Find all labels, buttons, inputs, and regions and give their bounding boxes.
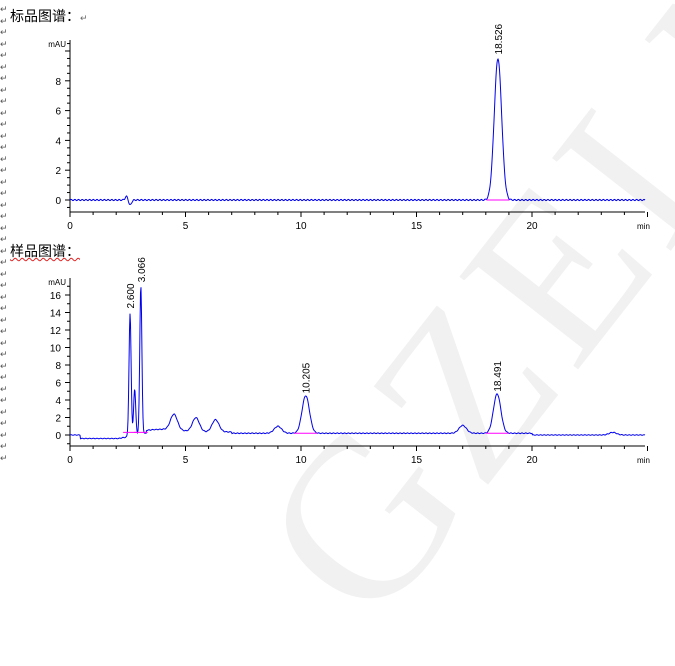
- return-mark: ↵: [0, 119, 8, 129]
- return-mark: ↵: [0, 245, 8, 256]
- return-mark: ↵: [0, 199, 8, 210]
- y-tick-label: 8: [55, 77, 61, 88]
- y-axis-unit: mAU: [48, 278, 66, 287]
- return-mark: ↵: [0, 280, 8, 290]
- peak-label: 10.205: [302, 362, 313, 393]
- return-mark: ↵: [0, 303, 8, 313]
- return-mark: ↵: [0, 211, 8, 221]
- peak-label: 2.600: [126, 283, 137, 308]
- x-tick-label: 10: [295, 455, 307, 466]
- y-tick-label: 8: [55, 361, 61, 372]
- return-mark: ↵: [0, 257, 8, 267]
- x-tick-label: 20: [526, 455, 538, 466]
- x-tick-label: 5: [183, 455, 189, 466]
- x-tick-label: 15: [411, 221, 423, 232]
- return-mark: ↵: [0, 84, 8, 95]
- return-mark: ↵: [0, 429, 8, 440]
- return-mark: ↵: [0, 314, 8, 325]
- sample-heading: 样品图谱：: [10, 241, 80, 261]
- x-tick-label: 10: [295, 221, 307, 232]
- return-mark: ↵: [0, 395, 8, 405]
- return-mark: ↵: [0, 234, 8, 244]
- y-tick-label: 6: [55, 107, 61, 118]
- return-mark: ↵: [0, 142, 8, 152]
- return-mark: ↵: [0, 61, 8, 72]
- return-mark: ↵: [0, 50, 8, 60]
- return-mark: ↵: [0, 268, 8, 279]
- return-mark: ↵: [0, 165, 8, 175]
- y-tick-label: 10: [50, 344, 62, 355]
- return-mark: ↵: [0, 406, 8, 417]
- y-tick-label: 0: [55, 431, 61, 442]
- x-tick-label: 15: [411, 455, 423, 466]
- return-mark: ↵: [0, 418, 8, 428]
- return-mark: ↵: [0, 38, 8, 49]
- return-mark: ↵: [0, 15, 8, 26]
- x-tick-label: 0: [67, 221, 73, 232]
- x-axis-unit: min: [637, 456, 650, 465]
- return-mark: ↵: [0, 130, 8, 141]
- return-mark: ↵: [0, 176, 8, 187]
- return-mark: ↵: [0, 337, 8, 348]
- return-mark: ↵: [0, 27, 8, 37]
- y-tick-label: 14: [50, 309, 62, 320]
- chromatogram-trace: [69, 57, 646, 206]
- return-mark: ↵: [0, 96, 8, 106]
- return-mark: ↵: [0, 222, 8, 233]
- y-tick-label: 0: [55, 196, 61, 207]
- chromatograms: 0 5 10 15 20 min 0 2 4 6 8 mAU 18.526 0 5 10 15 20 min 0 2 4 6…: [48, 23, 650, 466]
- peak-label: 18.491: [493, 361, 504, 392]
- y-tick-label: 6: [55, 379, 61, 390]
- return-mark: ↵: [0, 107, 8, 118]
- y-tick-label: 4: [55, 396, 61, 407]
- peak-label: 18.526: [494, 23, 505, 54]
- peak-label: 3.066: [137, 257, 148, 282]
- y-tick-label: 12: [50, 326, 62, 337]
- return-mark: ↵: [0, 73, 8, 83]
- sample-heading-text: 样品图谱：: [10, 243, 80, 259]
- return-mark: ↵: [0, 383, 8, 394]
- return-mark: ↵: [0, 4, 8, 14]
- paragraph-marks: ↵ ↵ ↵ ↵ ↵ ↵ ↵ ↵ ↵ ↵ ↵ ↵ ↵ ↵ ↵ ↵ ↵ ↵ ↵ ↵ ↵ ↵ ↵ ↵ ↵ ↵ ↵ ↵ ↵ ↵ ↵ ↵ ↵ ↵ ↵ ↵ ↵ ↵ ↵ ↵: [0, 4, 8, 464]
- y-tick-label: 2: [55, 166, 61, 177]
- chromatogram-trace: [69, 287, 646, 440]
- y-tick-label: 4: [55, 136, 61, 147]
- return-mark: ↵: [0, 326, 8, 336]
- y-axis-unit: mAU: [48, 40, 66, 49]
- return-mark: ↵: [0, 372, 8, 382]
- return-mark: ↵: [0, 452, 8, 463]
- return-mark: ↵: [0, 188, 8, 198]
- standard-heading: 标品图谱：↵: [10, 6, 88, 26]
- x-tick-label: 5: [183, 221, 189, 232]
- return-mark: ↵: [0, 349, 8, 359]
- return-mark: ↵: [0, 441, 8, 451]
- y-tick-label: 2: [55, 414, 61, 425]
- x-tick-label: 0: [67, 455, 73, 466]
- standard-heading-text: 标品图谱：: [10, 8, 80, 24]
- return-mark: ↵: [0, 153, 8, 164]
- x-tick-label: 20: [526, 221, 538, 232]
- return-mark: ↵: [0, 360, 8, 371]
- x-axis-unit: min: [637, 222, 650, 231]
- return-mark: ↵: [0, 291, 8, 302]
- return-mark: ↵: [80, 13, 88, 23]
- y-tick-label: 16: [50, 291, 62, 302]
